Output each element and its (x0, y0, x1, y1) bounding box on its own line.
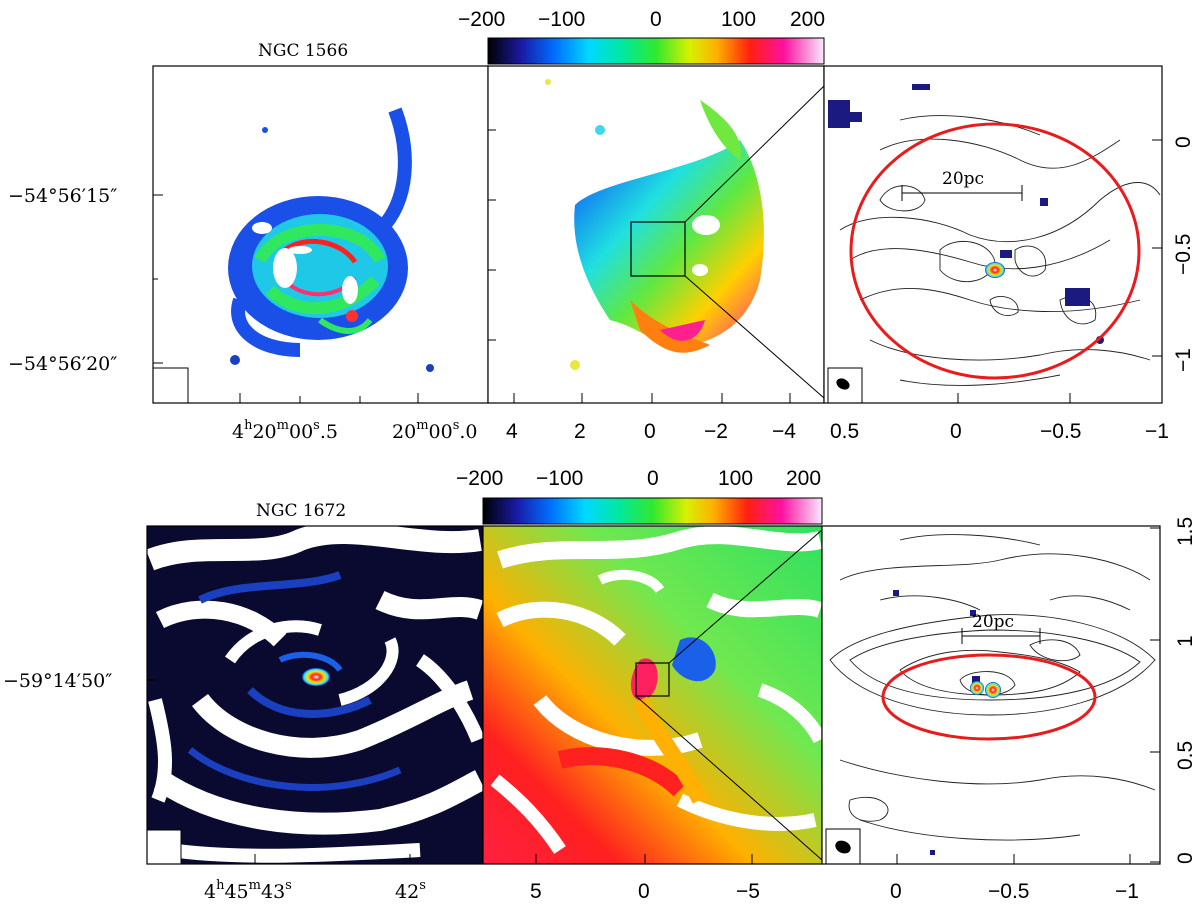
bottom-dec-label-0: −59°14′50″ (3, 670, 112, 692)
bottom-colorbar-tick-0: −200 (456, 467, 503, 490)
bottom-galaxy-title: NGC 1672 (256, 501, 346, 521)
bottom-ra-label-0: 4h45m43s (204, 878, 292, 903)
bottom-right-x-tick-1: −0.5 (988, 880, 1029, 903)
bottom-colorbar-tick-1: −100 (536, 467, 583, 490)
bottom-intensity-panel (145, 522, 486, 865)
top-mid-x-tick-4: −4 (772, 420, 796, 443)
bottom-right-x-tick-2: −1 (1115, 880, 1139, 903)
bottom-colorbar-tick-4: 200 (786, 467, 821, 490)
top-colorbar-tick-0: −200 (458, 8, 505, 31)
top-mid-x-tick-3: −2 (704, 420, 728, 443)
top-right-x-tick-3: −1 (1145, 420, 1169, 443)
top-mid-x-tick-2: 0 (644, 420, 656, 443)
top-nuclear-ring (849, 122, 1141, 380)
top-colorbar-tick-1: −100 (538, 8, 585, 31)
top-intensity-panel (152, 65, 489, 404)
top-ra-label-0: 4h20m00s.5 (232, 418, 338, 443)
top-contour-panel: 20pc (823, 65, 1163, 404)
bottom-nuclear-ring (881, 653, 1097, 741)
top-colorbar: −200 −100 0 100 200 (458, 8, 825, 65)
bottom-right-y-tick-3: 0 (1174, 852, 1197, 864)
top-scale-bar: 20pc (901, 169, 1023, 201)
bottom-velocity-panel (482, 525, 827, 865)
bottom-scale-bar: 20pc (961, 612, 1041, 644)
bottom-right-y-tick-2: 0.5 (1174, 741, 1197, 770)
bottom-right-y-tick-0: 1.5 (1174, 517, 1197, 546)
bottom-colorbar-tick-3: 100 (718, 467, 753, 490)
bottom-mid-x-tick-1: 0 (638, 880, 650, 903)
top-galaxy-title: NGC 1566 (258, 41, 348, 61)
top-mid-x-tick-1: 2 (574, 420, 586, 443)
top-velocity-map (545, 79, 764, 370)
top-colorbar-tick-3: 100 (721, 8, 756, 31)
top-right-y-tick-0: 0 (1172, 136, 1195, 148)
top-right-y-tick-2: −1 (1172, 348, 1195, 372)
top-right-x-tick-1: 0 (950, 420, 962, 443)
top-scale-bar-label: 20pc (942, 169, 984, 189)
top-right-x-tick-0: 0.5 (830, 420, 859, 443)
top-right-y-tick-1: −0.5 (1172, 234, 1195, 275)
bottom-contour-panel: 20pc (821, 525, 1161, 865)
bottom-ra-label-1: 42s (395, 878, 426, 903)
top-intensity-spiral (228, 107, 434, 372)
bottom-right-y-tick-1: 1 (1174, 635, 1197, 647)
bottom-mid-x-tick-2: −5 (736, 880, 760, 903)
bottom-colorbar-tick-2: 0 (647, 467, 659, 490)
top-mid-x-tick-0: 4 (506, 420, 518, 443)
bottom-intensity-spiral (145, 522, 486, 863)
top-dec-label-0: −54°56′15″ (8, 185, 117, 207)
top-velocity-panel (487, 65, 825, 404)
bottom-mid-x-tick-0: 5 (530, 880, 542, 903)
bottom-colorbar: −200 −100 0 100 200 (456, 467, 823, 525)
top-colorbar-tick-4: 200 (790, 8, 825, 31)
bottom-right-x-tick-0: 0 (890, 880, 902, 903)
bottom-scale-bar-label: 20pc (972, 612, 1014, 632)
top-dec-label-1: −54°56′20″ (8, 353, 117, 375)
bottom-velocity-map (490, 526, 827, 854)
top-colorbar-tick-2: 0 (650, 8, 662, 31)
top-ra-label-1: 20m00s.0 (392, 418, 478, 443)
top-right-x-tick-2: −0.5 (1040, 420, 1081, 443)
